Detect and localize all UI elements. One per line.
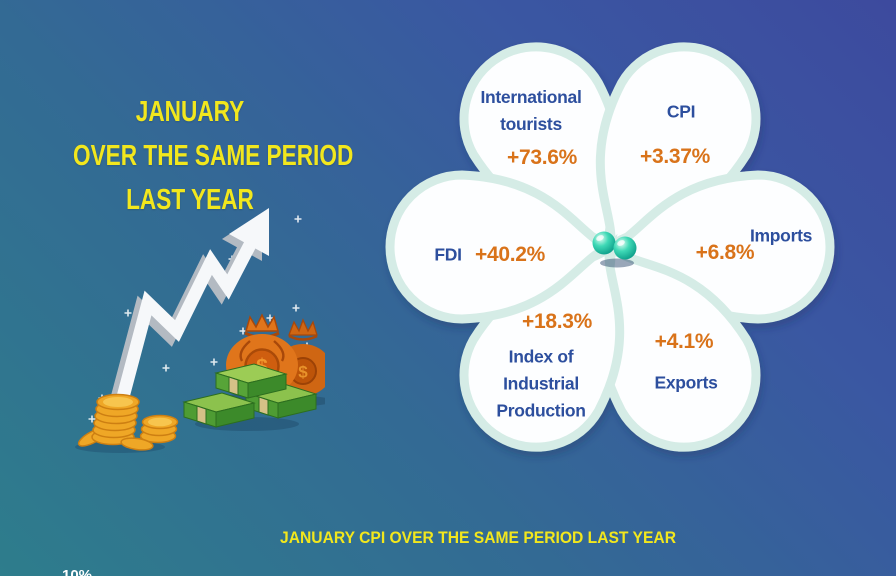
money-growth-illustration: $ $: [75, 208, 325, 453]
petal-value-international-tourists: +73.6%: [506, 146, 578, 169]
petal-label-cpi: CPI: [666, 101, 696, 122]
petal-value-imports: +6.8%: [695, 241, 755, 264]
label-line: tourists: [500, 114, 562, 134]
petal-label-international-tourists: International tourists: [480, 84, 581, 138]
petal-label-imports: Imports: [749, 225, 813, 246]
petal-value-industrial-production: +18.3%: [521, 310, 593, 333]
label-line: Industrial: [503, 373, 579, 394]
title-line-1: JANUARY: [135, 96, 245, 128]
label-line: International: [480, 87, 582, 107]
dollar-sign: $: [298, 363, 308, 382]
growth-arrow-icon: [109, 208, 269, 404]
coin-stack-icon: [77, 393, 179, 451]
petal-fdi: [385, 170, 626, 324]
title-line-2: OVER THE SAME PERIOD: [73, 140, 354, 172]
title-line-3: LAST YEAR: [126, 184, 254, 216]
label-line: Production: [496, 400, 586, 421]
bottom-caption: JANUARY CPI OVER THE SAME PERIOD LAST YE…: [280, 528, 676, 547]
petal-value-fdi: +40.2%: [474, 243, 546, 266]
page-title: JANUARY OVER THE SAME PERIOD LAST YEAR: [73, 90, 354, 222]
flower-chart: [385, 42, 835, 452]
petal-label-exports: Exports: [654, 372, 718, 393]
partial-percent-label: 10%: [62, 567, 93, 576]
label-line: Index of: [508, 346, 574, 367]
petal-label-fdi: FDI: [434, 244, 462, 265]
petal-value-exports: +4.1%: [654, 330, 714, 353]
flower-center-spheres-icon: [592, 231, 637, 268]
petal-label-industrial-production: Index of Industrial Production: [496, 344, 586, 425]
petal-value-cpi: +3.37%: [639, 145, 711, 168]
cash-bundle-icon: [182, 363, 318, 428]
